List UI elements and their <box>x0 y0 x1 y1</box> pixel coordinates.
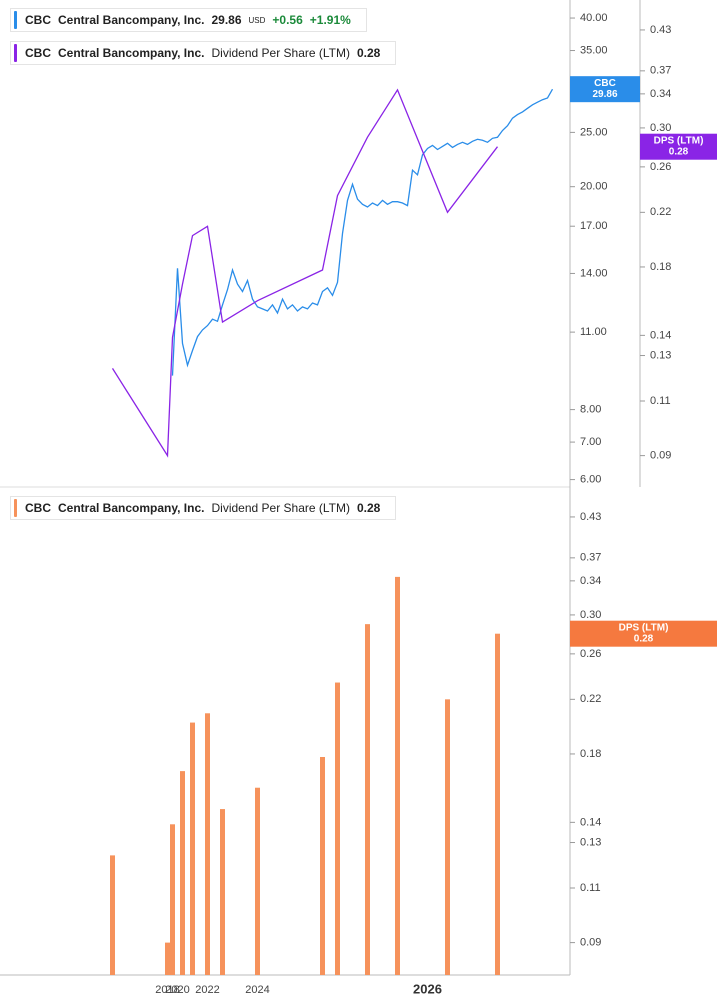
y-tick-label: 0.37 <box>650 65 671 77</box>
y-tick-label: 0.22 <box>650 206 671 218</box>
legend-text: CBC <box>25 13 51 27</box>
legend: CBC Central Bancompany, Inc. Dividend Per … <box>10 41 397 65</box>
legend-text: Dividend Per Share (LTM) <box>211 46 350 60</box>
y-tick-label: 11.00 <box>580 326 607 338</box>
bar <box>205 713 210 975</box>
legend-text: CBC <box>25 501 51 515</box>
y-tick-label: 0.34 <box>580 575 601 587</box>
y-tick-label: 20.00 <box>580 181 608 193</box>
x-tick-label: 2020 <box>165 984 189 996</box>
legend-color <box>14 44 17 62</box>
y-tick-label: 0.26 <box>650 161 671 173</box>
bar <box>365 624 370 975</box>
bar <box>495 633 500 975</box>
bar <box>165 942 170 975</box>
y-tick-label: 0.13 <box>650 349 671 361</box>
bar <box>255 787 260 975</box>
bar <box>180 771 185 975</box>
value-tag <box>640 133 717 160</box>
bar <box>395 576 400 975</box>
value-tag-name: DPS (LTM) <box>654 135 704 146</box>
y-tick-label: 7.00 <box>580 436 601 448</box>
legend-text: Central Bancompany, Inc. <box>58 501 205 515</box>
y-tick-label: 0.43 <box>650 24 671 36</box>
legend-text: +0.56 <box>272 13 303 27</box>
x-tick-label: 2024 <box>245 984 269 996</box>
y-tick-label: 0.11 <box>650 395 671 407</box>
value-tag-value: 0.28 <box>669 146 689 157</box>
y-tick-label: 6.00 <box>580 473 601 485</box>
y-tick-label: 0.30 <box>650 122 671 134</box>
legend-text: USD <box>248 15 266 25</box>
legend-text: Central Bancompany, Inc. <box>58 13 205 27</box>
y-tick-label: 0.09 <box>650 450 671 462</box>
x-tick-label: 2026 <box>413 981 442 996</box>
y-tick-label: 0.34 <box>650 88 671 100</box>
x-tick-label: 2022 <box>195 984 219 996</box>
bar <box>320 756 325 975</box>
bar <box>220 809 225 975</box>
y-tick-label: 0.18 <box>580 748 601 760</box>
legend-text: 29.86 <box>211 13 242 27</box>
y-tick-label: 0.26 <box>580 648 601 660</box>
bar <box>190 722 195 975</box>
legend-text: Central Bancompany, Inc. <box>58 46 205 60</box>
value-tag-value: 0.28 <box>634 633 654 644</box>
y-tick-label: 0.18 <box>650 261 671 273</box>
y-tick-label: 0.14 <box>580 816 601 828</box>
y-tick-label: 40.00 <box>580 12 608 24</box>
legend-color <box>14 499 17 517</box>
y-tick-label: 14.00 <box>580 267 608 279</box>
bar <box>170 824 175 975</box>
y-tick-label: 0.09 <box>580 937 601 949</box>
legend: CBC Central Bancompany, Inc. Dividend Per … <box>10 496 397 520</box>
y-tick-label: 0.13 <box>580 836 601 848</box>
bar <box>110 855 115 975</box>
value-tag-name: DPS (LTM) <box>619 622 669 633</box>
bar <box>335 682 340 975</box>
y-tick-label: 0.11 <box>580 882 601 894</box>
y-tick-label: 0.22 <box>580 693 601 705</box>
y-tick-label: 35.00 <box>580 44 608 56</box>
y-tick-label: 0.14 <box>650 329 671 341</box>
y-tick-label: 0.37 <box>580 552 601 564</box>
y-tick-label: 0.30 <box>580 609 601 621</box>
value-tag-value: 29.86 <box>592 89 617 100</box>
line-series <box>111 88 499 458</box>
y-tick-label: 17.00 <box>580 220 608 232</box>
value-tag <box>570 620 717 647</box>
bar <box>445 699 450 975</box>
value-tag-name: CBC <box>594 78 616 89</box>
y-tick-label: 0.43 <box>580 511 601 523</box>
legend-text: CBC <box>25 46 51 60</box>
value-tag <box>570 76 640 103</box>
legend-text: +1.91% <box>309 13 351 27</box>
legend-color <box>14 11 17 29</box>
legend-text: Dividend Per Share (LTM) <box>211 501 350 515</box>
line-series <box>171 88 554 376</box>
legend: CBC Central Bancompany, Inc. 29.86 USD +0.56… <box>10 8 367 32</box>
legend-text: 0.28 <box>356 501 381 515</box>
legend-text: 0.28 <box>356 46 381 60</box>
x-tick-label: 2018 <box>155 984 179 996</box>
y-tick-label: 8.00 <box>580 404 601 416</box>
y-tick-label: 25.00 <box>580 126 608 138</box>
